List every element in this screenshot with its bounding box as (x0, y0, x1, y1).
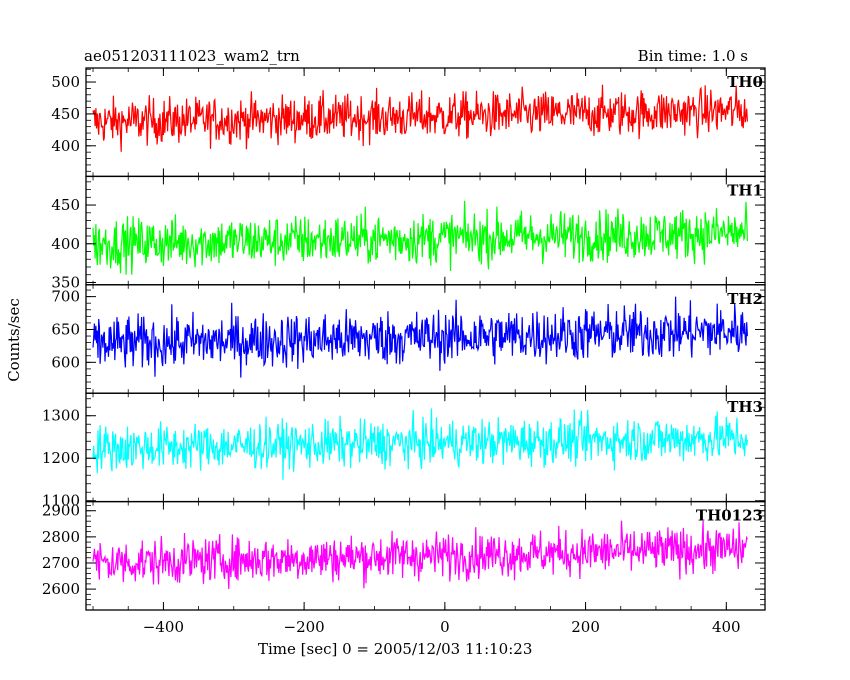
y-tick-label: 2700 (42, 554, 80, 572)
y-tick-label: 650 (51, 320, 80, 338)
y-tick-label: 2600 (42, 580, 80, 598)
y-axis-label: Counts/sec (5, 298, 23, 382)
y-tick-label: 450 (51, 105, 80, 123)
y-tick-label: 400 (51, 235, 80, 253)
y-tick-label: 350 (51, 273, 80, 291)
panel-label-th2: TH2 (727, 290, 763, 308)
bin-time-label: Bin time: 1.0 s (637, 47, 748, 65)
y-tick-label: 2800 (42, 528, 80, 546)
y-tick-label: 700 (51, 288, 80, 306)
y-tick-label: 400 (51, 137, 80, 155)
y-tick-label: 1100 (42, 492, 80, 510)
panel-label-th3: TH3 (727, 398, 763, 416)
y-tick-label: 2900 (42, 502, 80, 520)
series-line-th2 (92, 296, 748, 378)
panel-frame-th3 (85, 392, 766, 503)
series-line-th0123 (92, 520, 748, 590)
x-tick-label: 0 (440, 618, 450, 636)
x-axis-label: Time [sec] 0 = 2005/12/03 11:10:23 (258, 640, 533, 658)
y-tick-label: 500 (51, 73, 80, 91)
y-tick-label: 600 (51, 353, 80, 371)
y-tick-label: 450 (51, 196, 80, 214)
series-line-th1 (92, 200, 748, 275)
y-tick-label: 1200 (42, 449, 80, 467)
x-tick-label: −400 (143, 618, 184, 636)
panel-label-th1: TH1 (727, 181, 763, 199)
panel-frame-th0123 (85, 500, 766, 611)
y-tick-label: 1300 (42, 407, 80, 425)
x-tick-label: 200 (571, 618, 600, 636)
chart-title: ae051203111023_wam2_trn (84, 47, 300, 65)
series-line-th0 (92, 84, 748, 152)
series-line-th3 (92, 408, 748, 480)
panel-label-th0: TH0 (727, 73, 763, 91)
panel-label-th0123: TH0123 (696, 507, 763, 525)
x-tick-label: 400 (712, 618, 741, 636)
x-tick-label: −200 (284, 618, 325, 636)
